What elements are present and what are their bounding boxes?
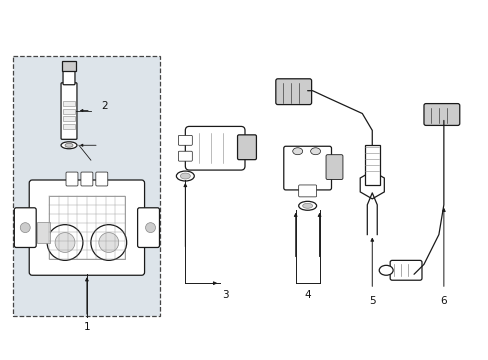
- FancyBboxPatch shape: [283, 146, 331, 190]
- FancyBboxPatch shape: [325, 155, 342, 180]
- Circle shape: [145, 223, 155, 233]
- Text: 3: 3: [222, 290, 228, 300]
- Polygon shape: [366, 193, 376, 235]
- FancyBboxPatch shape: [63, 109, 75, 113]
- FancyBboxPatch shape: [49, 196, 124, 260]
- FancyBboxPatch shape: [298, 185, 316, 197]
- Ellipse shape: [379, 265, 392, 275]
- FancyBboxPatch shape: [14, 208, 36, 247]
- FancyBboxPatch shape: [37, 222, 49, 243]
- FancyBboxPatch shape: [29, 180, 144, 275]
- Ellipse shape: [302, 203, 312, 208]
- FancyBboxPatch shape: [364, 145, 379, 185]
- Ellipse shape: [292, 148, 302, 155]
- Circle shape: [99, 233, 119, 252]
- Circle shape: [91, 225, 126, 260]
- Ellipse shape: [176, 171, 194, 181]
- FancyBboxPatch shape: [13, 56, 160, 316]
- Text: 1: 1: [83, 322, 90, 332]
- FancyBboxPatch shape: [96, 172, 107, 186]
- FancyBboxPatch shape: [185, 126, 244, 170]
- FancyBboxPatch shape: [63, 117, 75, 121]
- FancyBboxPatch shape: [61, 83, 77, 139]
- Ellipse shape: [298, 201, 316, 210]
- Ellipse shape: [61, 142, 77, 149]
- Text: 2: 2: [102, 100, 108, 111]
- FancyBboxPatch shape: [66, 172, 78, 186]
- FancyBboxPatch shape: [423, 104, 459, 125]
- FancyBboxPatch shape: [178, 151, 192, 161]
- Text: 6: 6: [440, 296, 446, 306]
- Ellipse shape: [180, 173, 190, 179]
- FancyBboxPatch shape: [63, 125, 75, 129]
- Text: 5: 5: [368, 296, 375, 306]
- FancyBboxPatch shape: [389, 260, 421, 280]
- Polygon shape: [360, 171, 384, 199]
- Ellipse shape: [310, 148, 320, 155]
- FancyBboxPatch shape: [275, 79, 311, 105]
- FancyBboxPatch shape: [63, 69, 75, 85]
- FancyBboxPatch shape: [81, 172, 93, 186]
- Ellipse shape: [65, 143, 73, 147]
- Text: 4: 4: [304, 290, 310, 300]
- FancyBboxPatch shape: [178, 135, 192, 145]
- Circle shape: [47, 225, 83, 260]
- FancyBboxPatch shape: [61, 62, 76, 71]
- FancyBboxPatch shape: [63, 100, 75, 105]
- Circle shape: [20, 223, 30, 233]
- Circle shape: [55, 233, 75, 252]
- FancyBboxPatch shape: [237, 135, 256, 159]
- FancyBboxPatch shape: [137, 208, 159, 247]
